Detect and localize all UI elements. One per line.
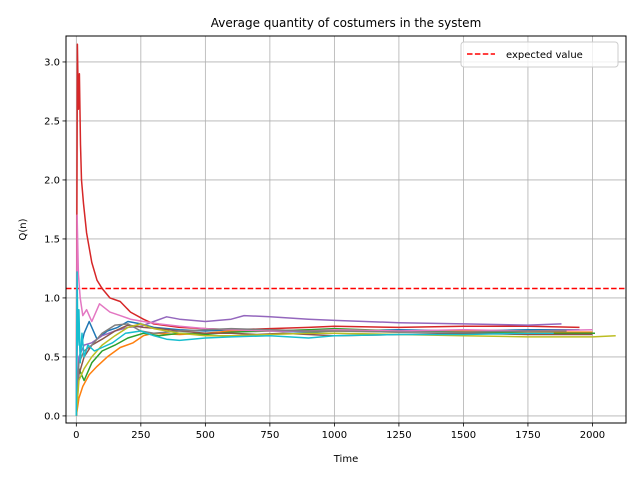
x-tick-label: 1250 (386, 430, 411, 441)
y-tick-label: 1.5 (44, 234, 60, 245)
series-line (75, 323, 616, 416)
y-tick-label: 0.0 (44, 411, 60, 422)
chart-title: Average quantity of costumers in the sys… (211, 16, 482, 30)
series-line (75, 43, 580, 416)
legend-label: expected value (506, 50, 583, 61)
x-tick-label: 1750 (515, 430, 540, 441)
legend: expected value (460, 41, 619, 68)
x-tick-label: 500 (196, 430, 215, 441)
series-line (75, 271, 554, 416)
y-tick-label: 2.0 (44, 175, 60, 186)
y-tick-label: 1.0 (44, 293, 60, 304)
x-tick-label: 1500 (451, 430, 476, 441)
series-line (75, 323, 567, 416)
y-tick-label: 0.5 (44, 352, 60, 363)
grid (66, 36, 626, 423)
y-tick-label: 2.5 (44, 116, 60, 127)
x-tick-label: 2000 (580, 430, 605, 441)
x-tick-label: 750 (260, 430, 279, 441)
y-tick-label: 3.0 (44, 57, 60, 68)
ticks: 0 250 500 750 1000 1250 1500 1750 2000 0.0 0.5 1.0 1… (44, 57, 605, 441)
x-axis-label: Time (333, 454, 358, 465)
x-tick-label: 0 (73, 430, 79, 441)
series-line (75, 214, 593, 416)
x-tick-label: 250 (131, 430, 150, 441)
y-axis-label: Q(n) (18, 218, 29, 240)
plot-frame (65, 35, 627, 424)
x-tick-label: 1000 (322, 430, 347, 441)
legend-box (460, 41, 619, 68)
series-layer (75, 43, 616, 417)
